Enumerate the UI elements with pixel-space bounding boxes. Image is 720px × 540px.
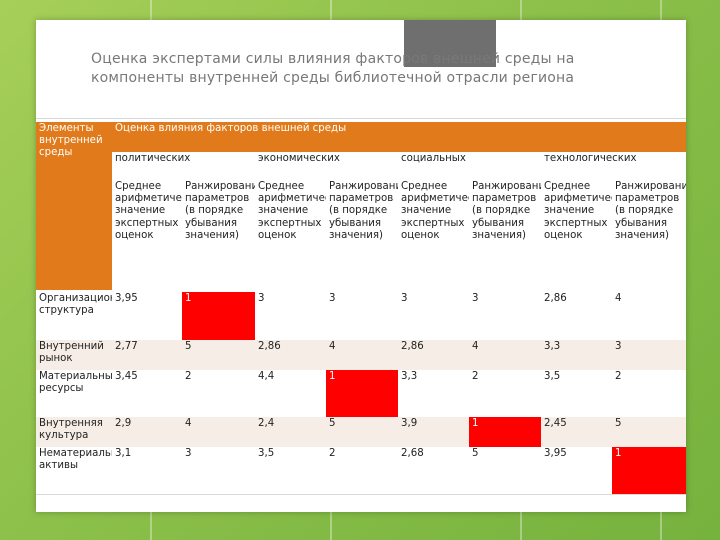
table-cell: 5: [182, 340, 255, 370]
table-cell: 3: [401, 293, 408, 304]
table-cell: 3,45: [115, 371, 138, 382]
row-label: Материальные ресурсы: [39, 371, 112, 395]
table-cell: 4,4: [258, 371, 275, 382]
table-cell: 3: [472, 293, 479, 304]
sub-header: Среднее арифметическое значение экспертн…: [541, 180, 612, 292]
slide-title: Оценка экспертами силы влияния факторов …: [91, 51, 575, 86]
factor-header: экономических: [255, 152, 398, 178]
table-cell: 2,9: [112, 417, 182, 447]
table-cell: 1: [326, 370, 398, 417]
table-cell: 4: [615, 293, 622, 304]
table-cell: 5: [472, 448, 479, 459]
table-cell: 2,77: [112, 340, 182, 370]
table-cell: 1: [182, 292, 255, 340]
table-cell: 3,1: [115, 448, 132, 459]
sub-header: Ранжирование параметров (в порядке убыва…: [612, 180, 686, 292]
table-cell: 1: [469, 417, 541, 447]
sub-header: Среднее арифметическое значение экспертн…: [112, 180, 182, 292]
group-header: Оценка влияния факторов внешней среды: [112, 122, 686, 152]
table-cell: 2,86: [255, 340, 326, 370]
table-cell: 2: [185, 371, 192, 382]
table-cell: 3,95: [115, 293, 138, 304]
table-cell: 4: [469, 340, 541, 370]
table-cell: 2,86: [398, 340, 469, 370]
table-cell: 3,3: [541, 340, 612, 370]
table-cell: 1: [612, 447, 686, 494]
table-cell: 2,45: [541, 417, 612, 447]
table-cell: 2,4: [255, 417, 326, 447]
row-label: Внутренняя культура: [36, 417, 112, 447]
sub-header: Среднее арифметическое значение экспертн…: [398, 180, 469, 292]
table-cell: 2: [472, 371, 479, 382]
slide-tab: [404, 20, 496, 67]
table-cell: 3: [185, 448, 192, 459]
table-cell: 3,9: [398, 417, 469, 447]
table-cell: 2: [329, 448, 336, 459]
table-cell: 4: [182, 417, 255, 447]
sub-header: Ранжирование параметров (в порядке убыва…: [326, 180, 398, 292]
table-cell: 2,86: [544, 293, 567, 304]
table-cell: 3,5: [544, 371, 561, 382]
sub-header: Ранжирование параметров (в порядке убыва…: [469, 180, 541, 292]
row-label: Организационная структура: [39, 293, 112, 317]
sub-header: Ранжирование параметров (в порядке убыва…: [182, 180, 255, 292]
slide: Оценка экспертами силы влияния факторов …: [36, 20, 686, 512]
table-cell: 3: [258, 293, 265, 304]
table-cell: 2: [615, 371, 622, 382]
table-cell: 5: [612, 417, 686, 447]
table-cell: 4: [326, 340, 398, 370]
table-cell: 3,3: [401, 371, 418, 382]
table-cell: 5: [326, 417, 398, 447]
table-bottom-border: [36, 494, 686, 495]
table-cell: 3,5: [258, 448, 275, 459]
factor-header: социальных: [398, 152, 541, 178]
table-cell: 3: [612, 340, 686, 370]
sub-header: Среднее арифметическое значение экспертн…: [255, 180, 326, 292]
row-label: Внутренний рынок: [36, 340, 112, 370]
table-cell: 3: [329, 293, 336, 304]
factor-header: политических: [112, 152, 255, 178]
table-cell: 2,68: [401, 448, 424, 459]
corner-cell: Элементы внутренней среды: [36, 122, 112, 290]
factor-header: технологических: [541, 152, 686, 178]
title-divider: [36, 118, 686, 119]
row-label: Нематериальные активы: [39, 448, 112, 472]
table-cell: 3,95: [544, 448, 567, 459]
